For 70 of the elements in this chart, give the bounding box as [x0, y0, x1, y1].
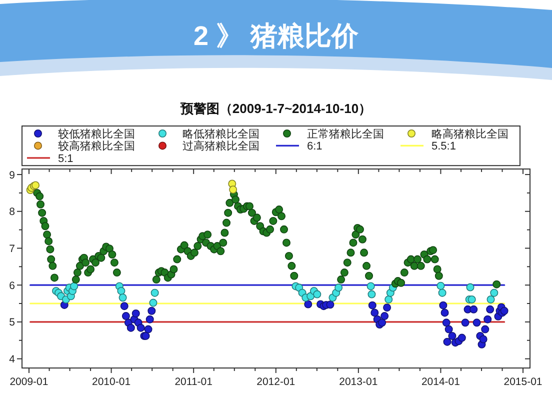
- legend-label: 较低猪粮比全国: [58, 128, 135, 140]
- point: [326, 300, 334, 309]
- point: [466, 283, 474, 292]
- y-tick-label: 4: [9, 354, 16, 366]
- x-tick-label: 2015-01: [504, 376, 542, 388]
- point: [136, 324, 145, 332]
- point: [126, 324, 135, 332]
- point: [479, 335, 488, 344]
- point: [150, 288, 159, 297]
- y-tick-label: 5: [9, 316, 16, 329]
- legend-label: 较高猪粮比全国: [58, 140, 135, 153]
- point: [120, 302, 128, 310]
- point: [117, 286, 126, 295]
- legend-label: 过高猪粮比全国: [182, 140, 260, 153]
- point: [472, 318, 481, 327]
- x-tick-label: 2013-01: [339, 376, 378, 388]
- point: [439, 301, 448, 310]
- point: [440, 308, 449, 317]
- legend-label: 5:1: [58, 152, 74, 165]
- point: [461, 318, 470, 327]
- y-tick-label: 6: [9, 280, 16, 292]
- point: [468, 295, 476, 304]
- point: [384, 295, 393, 304]
- point: [70, 282, 78, 290]
- point: [313, 290, 322, 298]
- legend-label: 6:1: [307, 140, 322, 153]
- point: [229, 186, 238, 194]
- x-tick-label: 2014-01: [421, 376, 460, 388]
- point: [481, 325, 490, 334]
- point: [436, 282, 445, 290]
- point: [118, 294, 127, 302]
- point: [486, 295, 495, 304]
- legend-label: 5.5:1: [432, 140, 456, 153]
- y-tick-label: 7: [9, 243, 16, 256]
- point: [448, 332, 456, 340]
- x-tick-label: 2009-01: [10, 376, 48, 388]
- legend-label: 略高猪粮比全国: [432, 128, 508, 140]
- point: [132, 309, 140, 318]
- point: [148, 306, 156, 315]
- point: [486, 305, 494, 314]
- point: [458, 334, 466, 342]
- point: [378, 318, 386, 327]
- point: [122, 312, 130, 320]
- point: [304, 300, 312, 308]
- point: [366, 282, 375, 290]
- point: [442, 318, 450, 327]
- point: [146, 315, 154, 324]
- chart-subtitle: 预警图（2009-1-7~2014-10-10）: [179, 101, 372, 116]
- point: [380, 312, 389, 320]
- x-tick-label: 2012-01: [256, 376, 296, 388]
- point: [370, 308, 379, 317]
- point: [149, 298, 158, 307]
- legend-label: 略低猪粮比全国: [182, 128, 260, 140]
- x-tick-label: 2011-01: [174, 376, 213, 388]
- point: [443, 338, 452, 346]
- point: [368, 290, 376, 298]
- y-tick-label: 9: [9, 169, 16, 182]
- point: [144, 325, 152, 334]
- point: [470, 305, 478, 314]
- point: [383, 304, 392, 312]
- point: [490, 288, 498, 297]
- point: [334, 284, 343, 292]
- legend-label: 正常猪粮比全国: [307, 128, 384, 140]
- x-tick-label: 2010-01: [92, 376, 131, 388]
- point: [484, 315, 492, 324]
- chart-title: 2 》 猪粮比价: [193, 21, 360, 51]
- point: [438, 288, 446, 297]
- y-tick-label: 8: [9, 206, 16, 218]
- point: [368, 301, 376, 310]
- point: [444, 325, 453, 334]
